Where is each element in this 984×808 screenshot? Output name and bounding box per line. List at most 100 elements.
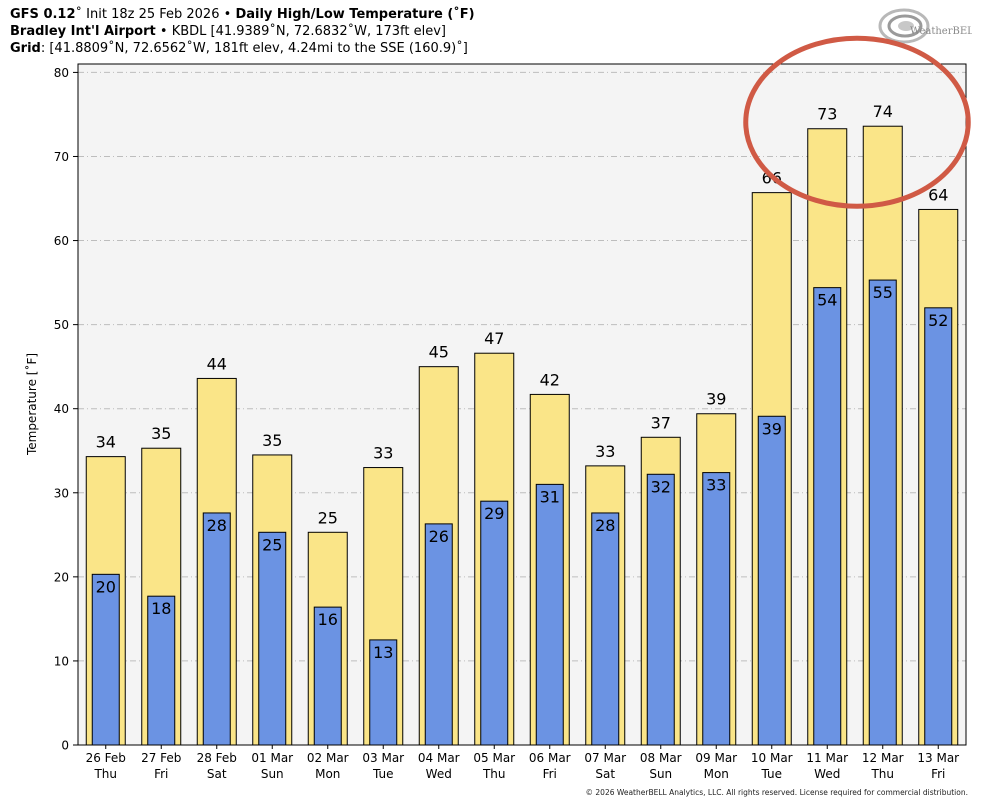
y-axis: 0 10 20 30 40 50 60 70 80 [54, 66, 78, 753]
x-tick-weekday: Sun [261, 767, 284, 781]
high-label: 47 [484, 329, 504, 348]
low-bar [147, 595, 176, 746]
x-tick-date: 11 Mar [806, 751, 848, 765]
x-tick-weekday: Mon [315, 767, 340, 781]
low-label: 20 [96, 577, 116, 596]
x-tick-date: 04 Mar [418, 751, 460, 765]
y-tick-label: 0 [61, 739, 69, 753]
low-bar [868, 279, 897, 746]
x-tick-weekday: Wed [426, 767, 452, 781]
high-label: 37 [651, 413, 671, 432]
x-tick-date: 02 Mar [307, 751, 349, 765]
y-tick-label: 30 [54, 486, 69, 500]
x-tick-date: 13 Mar [917, 751, 959, 765]
model-degree: ˚ [75, 7, 83, 22]
x-tick-date: 28 Feb [197, 751, 237, 765]
low-bar [702, 472, 731, 746]
weatherbell-logo: WeatherBELL [878, 8, 972, 44]
low-label: 33 [706, 476, 726, 495]
low-label: 13 [373, 643, 393, 662]
x-tick-date: 07 Mar [584, 751, 626, 765]
low-bar [313, 606, 342, 746]
x-tick-weekday: Wed [814, 767, 840, 781]
grid-label: Grid [10, 41, 41, 56]
x-tick-date: 03 Mar [362, 751, 404, 765]
swirl-logo-icon [878, 8, 930, 44]
x-tick-weekday: Sat [595, 767, 615, 781]
x-tick-date: 06 Mar [529, 751, 571, 765]
high-label: 35 [262, 431, 282, 450]
x-tick-weekday: Mon [704, 767, 729, 781]
low-bar [480, 500, 509, 746]
x-tick-weekday: Thu [93, 767, 117, 781]
copyright-notice: © 2026 WeatherBELL Analytics, LLC. All r… [585, 788, 968, 797]
high-label: 42 [540, 370, 560, 389]
x-axis: 26 Feb Thu 27 Feb Fri 28 Feb Sat 01 Mar Sun 02 M… [86, 745, 959, 781]
low-label: 25 [262, 535, 282, 554]
x-tick-date: 27 Feb [141, 751, 181, 765]
x-tick-weekday: Thu [870, 767, 894, 781]
low-label: 28 [207, 516, 227, 535]
y-tick-label: 10 [54, 654, 69, 668]
grid-details: : [41.8809˚N, 72.6562˚W, 181ft elev, 4.2… [40, 41, 468, 56]
x-tick-weekday: Fri [931, 767, 945, 781]
y-tick-label: 50 [54, 318, 69, 332]
high-label: 45 [429, 343, 449, 362]
logo-brand: WeatherBELL [910, 26, 972, 37]
high-label: 73 [817, 105, 837, 124]
low-bar [813, 287, 842, 746]
high-label: 34 [96, 433, 116, 452]
high-label: 25 [318, 508, 338, 527]
init-time: Init 18z 25 Feb 2026 [86, 7, 220, 22]
x-tick-date: 08 Mar [640, 751, 682, 765]
chart-header-line-1: GFS 0.12˚ Init 18z 25 Feb 2026 • Daily H… [10, 7, 475, 23]
x-tick-weekday: Fri [543, 767, 557, 781]
y-axis-label: Temperature [˚F] [24, 353, 39, 456]
chart-header-line-2: Bradley Int'l Airport • KBDL [41.9389˚N,… [10, 24, 446, 40]
low-label: 18 [151, 599, 171, 618]
high-label: 33 [595, 442, 615, 461]
low-label: 16 [318, 610, 338, 629]
low-label: 39 [762, 419, 782, 438]
high-label: 35 [151, 424, 171, 443]
low-label: 32 [651, 477, 671, 496]
high-label: 74 [873, 102, 893, 121]
x-tick-weekday: Thu [482, 767, 506, 781]
bullet: • [159, 24, 168, 39]
station-name: Bradley Int'l Airport [10, 24, 156, 39]
station-details: KBDL [41.9389˚N, 72.6832˚W, 173ft elev] [171, 24, 446, 39]
low-bar [91, 573, 120, 746]
high-label: 64 [928, 185, 948, 204]
high-label: 39 [706, 390, 726, 409]
y-tick-label: 60 [54, 234, 69, 248]
low-bar [369, 639, 398, 746]
high-label: 44 [207, 354, 227, 373]
x-tick-date: 09 Mar [695, 751, 737, 765]
x-tick-date: 05 Mar [473, 751, 515, 765]
low-bar [591, 512, 620, 746]
x-tick-weekday: Sat [207, 767, 227, 781]
x-tick-date: 10 Mar [751, 751, 793, 765]
low-bar [535, 483, 564, 746]
y-tick-label: 20 [54, 570, 69, 584]
y-tick-label: 40 [54, 402, 69, 416]
model-name: GFS 0.12 [10, 7, 76, 22]
low-bar [202, 512, 231, 746]
low-bar [424, 523, 453, 746]
y-tick-label: 80 [54, 66, 69, 80]
product-title: Daily High/Low Temperature (˚F) [235, 7, 475, 22]
low-label: 55 [873, 283, 893, 302]
x-tick-weekday: Sun [649, 767, 672, 781]
x-tick-date: 26 Feb [86, 751, 126, 765]
x-tick-date: 12 Mar [862, 751, 904, 765]
bar-series [85, 125, 959, 746]
x-tick-weekday: Fri [154, 767, 168, 781]
high-label: 33 [373, 444, 393, 463]
x-tick-weekday: Tue [372, 767, 394, 781]
low-label: 52 [928, 311, 948, 330]
low-bar [924, 307, 953, 746]
bullet: • [223, 7, 232, 22]
y-tick-label: 70 [54, 150, 69, 164]
low-bar [757, 415, 786, 746]
